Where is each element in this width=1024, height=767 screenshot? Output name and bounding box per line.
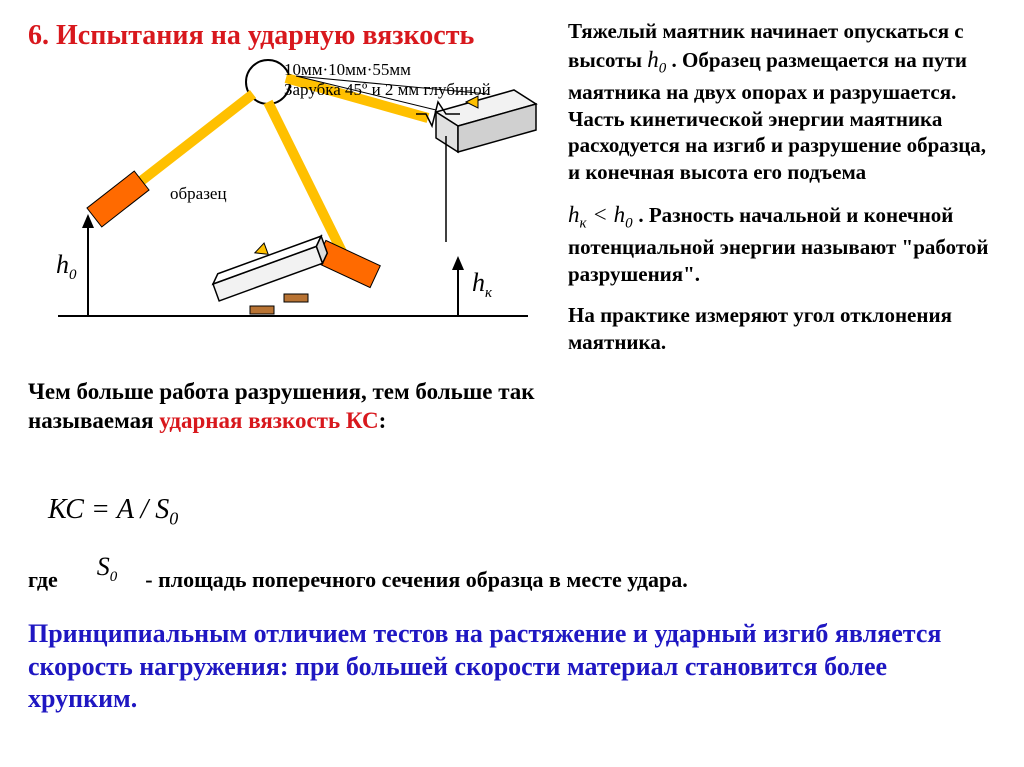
- dim-line1: 10мм·10мм·55мм: [284, 60, 491, 80]
- below-l3: :: [379, 408, 387, 433]
- desc-ineq: hк < h0: [568, 202, 638, 227]
- where-row: где S0 - площадь поперечного сечения обр…: [28, 564, 688, 598]
- where-txt: - площадь поперечного сечения образца в …: [145, 567, 687, 592]
- bottom-note: Принципиальным отличием тестов на растяж…: [28, 618, 996, 716]
- diagram-dims: 10мм·10мм·55мм Зарубка 45º и 2 мм глубин…: [284, 60, 491, 99]
- pendulum-diagram: 10мм·10мм·55мм Зарубка 45º и 2 мм глубин…: [48, 54, 548, 354]
- h0-label: h0: [56, 250, 77, 284]
- desc-h0: h0: [647, 47, 666, 72]
- desc-p3: На практике измеряют угол отклонения мая…: [568, 302, 996, 356]
- where-word: где: [28, 567, 58, 592]
- desc-p1: Тяжелый маятник начинает опускаться с вы…: [568, 18, 996, 186]
- hk-label: hк: [472, 268, 492, 302]
- where-s0: S0: [97, 552, 118, 581]
- dim-line2: Зарубка 45º и 2 мм глубиной: [284, 80, 491, 100]
- kc-formula: КС = A / S0: [48, 494, 178, 530]
- sample-label: образец: [170, 184, 227, 204]
- below-diagram-text: Чем больше работа разрушения, тем больше…: [28, 378, 548, 436]
- below-l2: ударная вязкость КС: [159, 408, 378, 433]
- desc-p2: hк < h0 . Разность начальной и конечной …: [568, 200, 996, 288]
- description-column: Тяжелый маятник начинает опускаться с вы…: [568, 18, 996, 369]
